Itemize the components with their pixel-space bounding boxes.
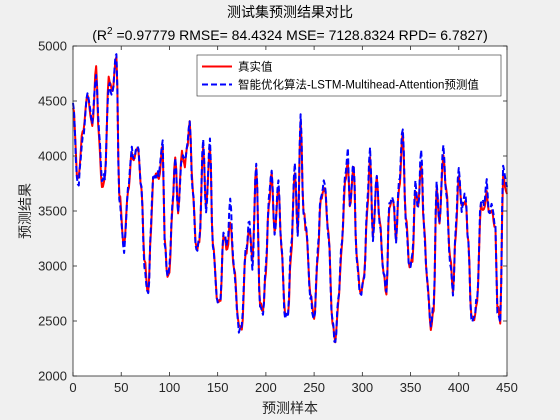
y-tick-label: 3500 [38,204,67,219]
tick-layer: 0 50 100 150 200 250 300 350 400 450 2000 2500 3000 3… [38,39,518,396]
y-tick-label: 2500 [38,314,67,329]
x-tick-label: 150 [207,380,229,395]
x-tick-label: 250 [303,380,325,395]
x-axis-label: 预测样本 [262,400,318,416]
x-tick-label: 0 [69,380,76,395]
y-tick-label: 5000 [38,39,67,54]
series-line-predicted [72,53,508,343]
x-tick-label: 450 [496,380,518,395]
subtitle-prefix: (R [92,27,107,43]
y-tick-label: 2000 [38,369,67,384]
legend-label-predicted: 智能优化算法-LSTM-Multihead-Attention预测值 [238,78,479,92]
chart-subtitle: (R2 =0.97779 RMSE= 84.4324 MSE= 7128.832… [92,26,488,43]
legend-box [196,54,502,97]
y-axis-label: 预测结果 [17,183,33,239]
x-tick-label: 100 [159,380,181,395]
y-tick-label: 4500 [38,94,67,109]
legend: 真实值 智能优化算法-LSTM-Multihead-Attention预测值 [196,54,502,97]
y-tick-label: 3000 [38,259,67,274]
chart-title: 测试集预测结果对比 [227,4,353,20]
x-tick-label: 200 [255,380,277,395]
subtitle-metrics: =0.97779 RMSE= 84.4324 MSE= 7128.8324 RP… [113,27,488,43]
x-tick-label: 300 [351,380,373,395]
plot-area [73,46,507,376]
y-tick-label: 4000 [38,149,67,164]
legend-label-actual: 真实值 [238,60,273,74]
series-layer [72,53,508,344]
x-tick-label: 50 [114,380,128,395]
x-tick-label: 350 [400,380,422,395]
x-tick-label: 400 [448,380,470,395]
subtitle-superscript: 2 [107,26,113,37]
